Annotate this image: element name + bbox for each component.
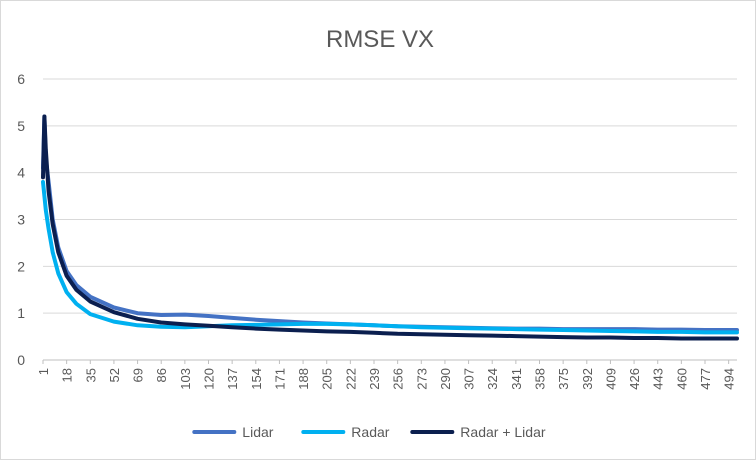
x-tick-label: 69	[131, 368, 146, 382]
y-axis-ticks: 0 1 2 3 4 5 6	[17, 71, 25, 368]
y-tick-label: 1	[17, 305, 25, 321]
x-tick-label: 443	[651, 368, 666, 390]
x-tick-label: 1	[36, 368, 51, 375]
x-tick-label: 273	[414, 368, 429, 390]
y-tick-label: 0	[17, 352, 25, 368]
y-tick-label: 4	[17, 165, 25, 181]
x-tick-label: 256	[391, 368, 406, 390]
x-tick-label: 426	[627, 368, 642, 390]
legend-label: Lidar	[242, 424, 273, 440]
x-tick-label: 86	[154, 368, 169, 382]
x-tick-label: 18	[60, 368, 75, 382]
x-tick-label: 35	[83, 368, 98, 382]
legend: Lidar Radar Radar + Lidar	[192, 424, 546, 440]
x-tick-label: 103	[178, 368, 193, 390]
x-tick-label: 205	[320, 368, 335, 390]
y-tick-label: 5	[17, 118, 25, 134]
x-tick-label: 290	[438, 368, 453, 390]
x-tick-label: 307	[462, 368, 477, 390]
x-tick-label: 188	[296, 368, 311, 390]
y-tick-label: 3	[17, 212, 25, 228]
series-line-radar	[41, 180, 739, 335]
x-tick-label: 477	[698, 368, 713, 390]
series-line-radar-lidar	[41, 114, 739, 341]
x-axis-ticks: 1 18 35 52 69 86 103 120 137 154 171 188 205 222 239 25…	[36, 360, 737, 390]
x-tick-label: 137	[225, 368, 240, 390]
legend-label: Radar	[351, 424, 389, 440]
y-tick-label: 2	[17, 258, 25, 274]
x-tick-label: 409	[603, 368, 618, 390]
series-line-lidar	[41, 114, 739, 332]
x-tick-label: 222	[343, 368, 358, 390]
x-tick-label: 375	[556, 368, 571, 390]
x-tick-label: 358	[533, 368, 548, 390]
x-tick-label: 324	[485, 368, 500, 390]
x-tick-label: 154	[249, 368, 264, 390]
chart-title: RMSE VX	[326, 26, 434, 53]
x-tick-label: 460	[674, 368, 689, 390]
x-tick-label: 171	[272, 368, 287, 390]
y-tick-label: 6	[17, 71, 25, 87]
x-tick-label: 120	[202, 368, 217, 390]
x-tick-label: 392	[580, 368, 595, 390]
x-tick-label: 341	[509, 368, 524, 390]
x-tick-label: 52	[107, 368, 122, 382]
x-tick-label: 494	[722, 368, 737, 390]
legend-label: Radar + Lidar	[460, 424, 546, 440]
gridlines	[43, 78, 737, 361]
x-tick-label: 239	[367, 368, 382, 390]
series-lines	[41, 114, 739, 341]
